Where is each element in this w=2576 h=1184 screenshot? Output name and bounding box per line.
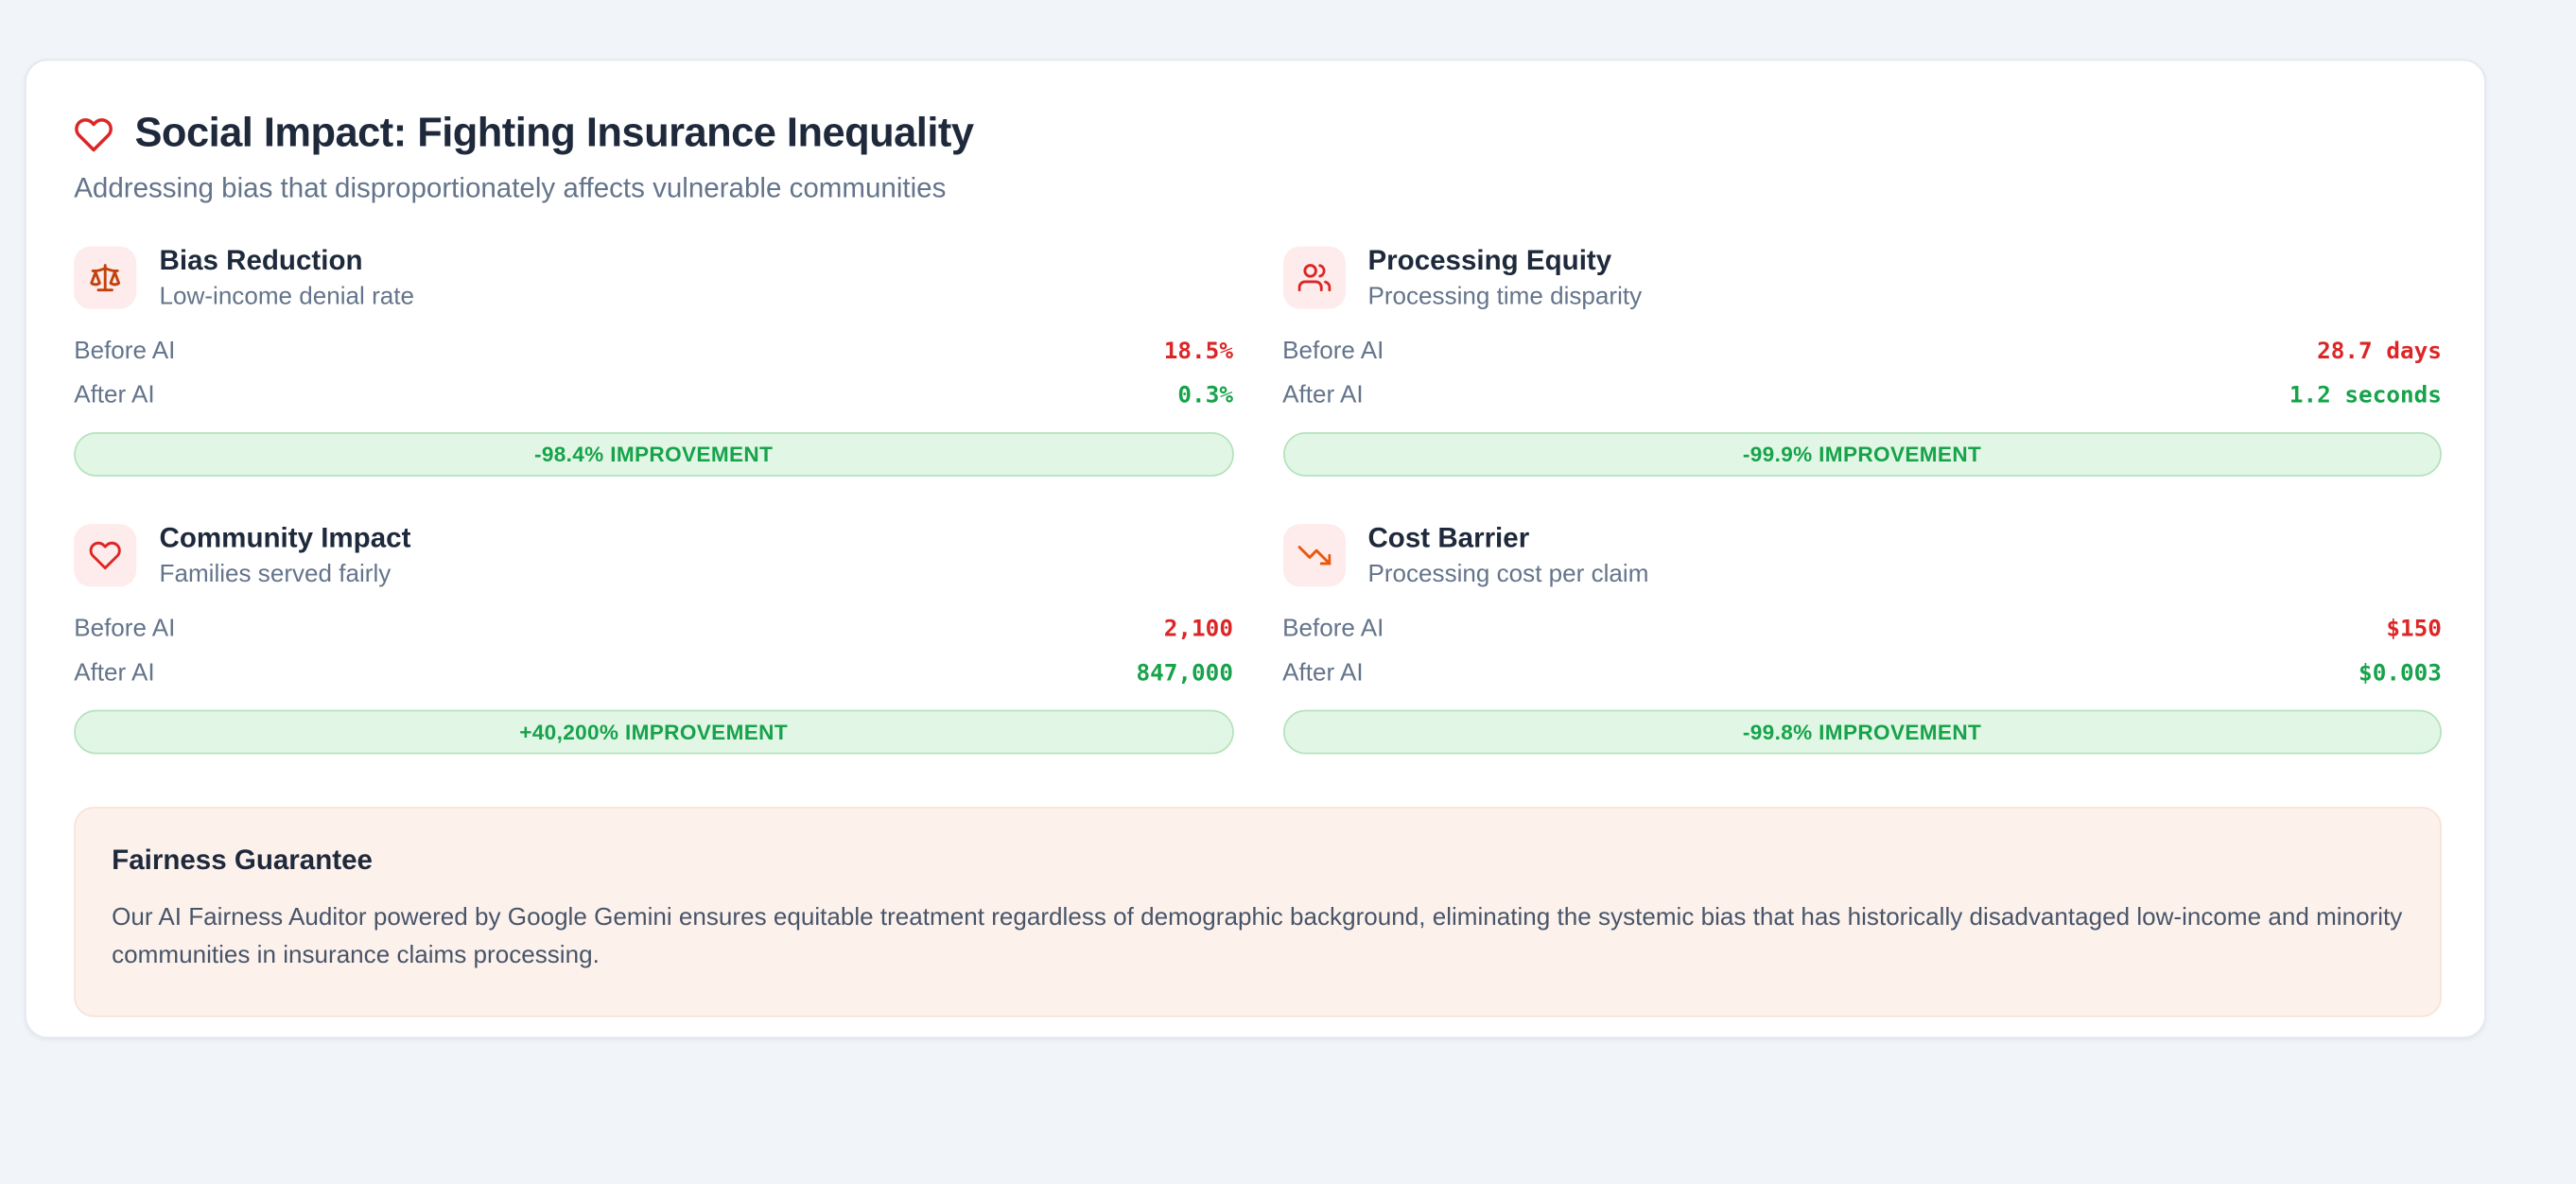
metrics-grid: Bias Reduction Low-income denial rate Be… [74, 245, 2442, 755]
metric-rows: Before AI $150 After AI $0.003 [1282, 606, 2442, 695]
metric-subtitle: Low-income denial rate [159, 282, 415, 311]
before-row: Before AI $150 [1282, 606, 2442, 651]
users-icon [1282, 246, 1346, 309]
improvement-badge: +40,200% IMPROVEMENT [74, 709, 1233, 755]
after-row: After AI 0.3% [74, 373, 1233, 417]
metric-community-impact: Community Impact Families served fairly … [74, 523, 1233, 755]
fairness-body: Our AI Fairness Auditor powered by Googl… [112, 903, 2403, 970]
page-subtitle: Addressing bias that disproportionately … [74, 172, 947, 204]
after-value: 847,000 [1136, 659, 1233, 687]
metric-subtitle: Families served fairly [159, 560, 392, 589]
after-value: 0.3% [1177, 381, 1233, 409]
fairness-title: Fairness Guarantee [112, 844, 373, 877]
before-value: 28.7 days [2317, 338, 2442, 364]
after-label: After AI [1282, 658, 1364, 688]
before-value: $150 [2386, 615, 2442, 642]
scale-icon [74, 246, 137, 309]
metric-title: Bias Reduction [159, 244, 363, 276]
metric-bias-reduction: Bias Reduction Low-income denial rate Be… [74, 245, 1233, 477]
metric-subtitle: Processing time disparity [1367, 282, 1643, 311]
improvement-badge: -99.9% IMPROVEMENT [1282, 431, 2442, 477]
metric-header: Community Impact Families served fairly [74, 522, 1233, 589]
card-header: Social Impact: Fighting Insurance Inequa… [74, 110, 2442, 157]
before-value: 2,100 [1163, 615, 1233, 642]
before-row: Before AI 28.7 days [1282, 329, 2442, 374]
metric-subtitle: Processing cost per claim [1367, 560, 1649, 589]
improvement-badge: -99.8% IMPROVEMENT [1282, 709, 2442, 755]
metric-header: Cost Barrier Processing cost per claim [1282, 522, 2442, 589]
after-label: After AI [74, 658, 155, 688]
metric-processing-equity: Processing Equity Processing time dispar… [1282, 245, 2442, 477]
heart-icon [74, 114, 113, 154]
before-label: Before AI [74, 614, 176, 643]
metric-rows: Before AI 18.5% After AI 0.3% [74, 329, 1233, 418]
before-label: Before AI [74, 337, 176, 365]
metric-cost-barrier: Cost Barrier Processing cost per claim B… [1282, 523, 2442, 755]
after-row: After AI 847,000 [74, 651, 1233, 695]
page-title: Social Impact: Fighting Insurance Inequa… [134, 110, 974, 157]
heart-icon [74, 524, 137, 587]
metric-title: Cost Barrier [1367, 522, 1530, 554]
metric-header: Processing Equity Processing time dispar… [1282, 244, 2442, 311]
metric-title: Processing Equity [1367, 244, 1612, 276]
after-label: After AI [74, 381, 155, 409]
before-row: Before AI 18.5% [74, 329, 1233, 374]
after-row: After AI $0.003 [1282, 651, 2442, 695]
metric-title: Community Impact [159, 522, 411, 554]
fairness-guarantee-panel: Fairness Guarantee Our AI Fairness Audit… [74, 807, 2442, 1017]
metric-rows: Before AI 2,100 After AI 847,000 [74, 606, 1233, 695]
improvement-badge: -98.4% IMPROVEMENT [74, 431, 1233, 477]
trending-down-icon [1282, 524, 1346, 587]
before-label: Before AI [1282, 614, 1384, 643]
metric-header: Bias Reduction Low-income denial rate [74, 244, 1233, 311]
after-value: $0.003 [2358, 659, 2442, 687]
after-label: After AI [1282, 381, 1364, 409]
before-label: Before AI [1282, 337, 1384, 365]
after-row: After AI 1.2 seconds [1282, 373, 2442, 417]
before-row: Before AI 2,100 [74, 606, 1233, 651]
before-value: 18.5% [1163, 338, 1233, 364]
social-impact-card: Social Impact: Fighting Insurance Inequa… [25, 59, 2486, 1039]
metric-rows: Before AI 28.7 days After AI 1.2 seconds [1282, 329, 2442, 418]
after-value: 1.2 seconds [2289, 381, 2442, 409]
